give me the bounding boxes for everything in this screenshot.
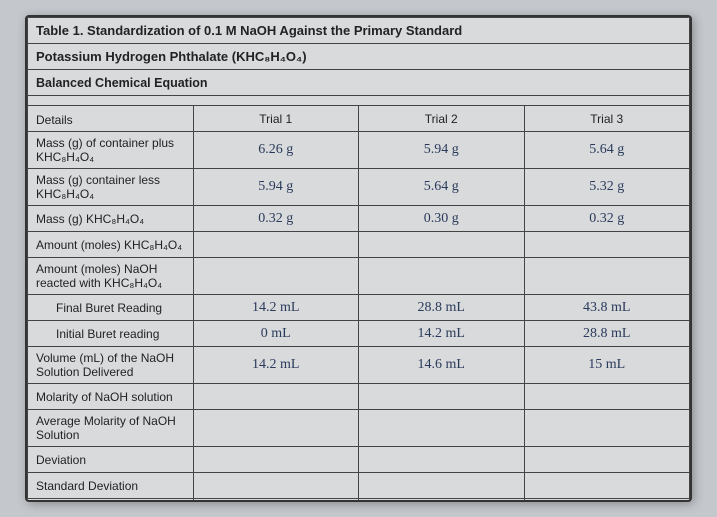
cell-value bbox=[193, 447, 359, 473]
cell-value: 28.8 mL bbox=[359, 295, 525, 321]
cell-value: 5.32 g bbox=[524, 169, 690, 206]
row-label: Molarity of NaOH solution bbox=[28, 384, 194, 410]
cell-value bbox=[524, 410, 690, 447]
cell-value bbox=[193, 258, 359, 295]
trial-3-header: Trial 3 bbox=[524, 106, 690, 132]
row-label: Mass (g) container less KHC₈H₄O₄ bbox=[28, 169, 194, 206]
row-label: Coefficient of Variation (%RSD) bbox=[28, 499, 194, 503]
table-row: Mass (g) of container plus KHC₈H₄O₄6.26 … bbox=[28, 132, 690, 169]
cell-value: 14.2 mL bbox=[193, 295, 359, 321]
table-row: Molarity of NaOH solution bbox=[28, 384, 690, 410]
cell-value: 5.94 g bbox=[359, 132, 525, 169]
details-label: Details bbox=[28, 106, 194, 132]
balanced-eq-label: Balanced Chemical Equation bbox=[28, 70, 690, 96]
cell-value bbox=[524, 384, 690, 410]
table-row: Initial Buret reading0 mL14.2 mL28.8 mL bbox=[28, 321, 690, 347]
title-row-1: Table 1. Standardization of 0.1 M NaOH A… bbox=[28, 18, 690, 44]
cell-value bbox=[359, 232, 525, 258]
trial-1-header: Trial 1 bbox=[193, 106, 359, 132]
balanced-eq-row: Balanced Chemical Equation bbox=[28, 70, 690, 96]
cell-value bbox=[193, 232, 359, 258]
table-row: Volume (mL) of the NaOH Solution Deliver… bbox=[28, 347, 690, 384]
cell-value bbox=[359, 447, 525, 473]
cell-value bbox=[359, 473, 525, 499]
cell-value bbox=[193, 410, 359, 447]
cell-value bbox=[359, 499, 525, 503]
table-title-1: Table 1. Standardization of 0.1 M NaOH A… bbox=[28, 18, 690, 44]
cell-value bbox=[524, 447, 690, 473]
row-label: Mass (g) KHC₈H₄O₄ bbox=[28, 206, 194, 232]
spacer-cell bbox=[28, 96, 690, 106]
cell-value: 5.94 g bbox=[193, 169, 359, 206]
data-table: Table 1. Standardization of 0.1 M NaOH A… bbox=[27, 17, 690, 502]
cell-value: 14.2 mL bbox=[359, 321, 525, 347]
cell-value: 0.32 g bbox=[193, 206, 359, 232]
cell-value bbox=[359, 384, 525, 410]
table-row: Standard Deviation bbox=[28, 473, 690, 499]
cell-value: 15 mL bbox=[524, 347, 690, 384]
row-label: Amount (moles) NaOH reacted with KHC₈H₄O… bbox=[28, 258, 194, 295]
table-row: Average Molarity of NaOH Solution bbox=[28, 410, 690, 447]
row-label: Final Buret Reading bbox=[28, 295, 194, 321]
cell-value: 5.64 g bbox=[359, 169, 525, 206]
cell-value bbox=[193, 473, 359, 499]
row-label: Average Molarity of NaOH Solution bbox=[28, 410, 194, 447]
title-row-2: Potassium Hydrogen Phthalate (KHC₈H₄O₄) bbox=[28, 44, 690, 70]
table-row: Coefficient of Variation (%RSD) bbox=[28, 499, 690, 503]
paper-container: Table 1. Standardization of 0.1 M NaOH A… bbox=[25, 15, 692, 502]
row-label: Mass (g) of container plus KHC₈H₄O₄ bbox=[28, 132, 194, 169]
cell-value: 14.2 mL bbox=[193, 347, 359, 384]
cell-value: 6.26 g bbox=[193, 132, 359, 169]
cell-value: 5.64 g bbox=[524, 132, 690, 169]
table-row: Amount (moles) NaOH reacted with KHC₈H₄O… bbox=[28, 258, 690, 295]
cell-value bbox=[524, 473, 690, 499]
cell-value bbox=[359, 258, 525, 295]
spacer-row bbox=[28, 96, 690, 106]
cell-value bbox=[359, 410, 525, 447]
table-row: Final Buret Reading14.2 mL28.8 mL43.8 mL bbox=[28, 295, 690, 321]
cell-value bbox=[193, 384, 359, 410]
cell-value bbox=[524, 232, 690, 258]
table-title-2: Potassium Hydrogen Phthalate (KHC₈H₄O₄) bbox=[28, 44, 690, 70]
cell-value bbox=[193, 499, 359, 503]
cell-value: 0.32 g bbox=[524, 206, 690, 232]
row-label: Amount (moles) KHC₈H₄O₄ bbox=[28, 232, 194, 258]
row-label: Standard Deviation bbox=[28, 473, 194, 499]
cell-value: 14.6 mL bbox=[359, 347, 525, 384]
cell-value bbox=[524, 258, 690, 295]
trial-2-header: Trial 2 bbox=[359, 106, 525, 132]
row-label: Volume (mL) of the NaOH Solution Deliver… bbox=[28, 347, 194, 384]
cell-value: 28.8 mL bbox=[524, 321, 690, 347]
cell-value bbox=[524, 499, 690, 503]
cell-value: 0.30 g bbox=[359, 206, 525, 232]
cell-value: 0 mL bbox=[193, 321, 359, 347]
table-row: Deviation bbox=[28, 447, 690, 473]
table-row: Mass (g) KHC₈H₄O₄0.32 g0.30 g0.32 g bbox=[28, 206, 690, 232]
row-label: Initial Buret reading bbox=[28, 321, 194, 347]
cell-value: 43.8 mL bbox=[524, 295, 690, 321]
row-label: Deviation bbox=[28, 447, 194, 473]
table-row: Amount (moles) KHC₈H₄O₄ bbox=[28, 232, 690, 258]
table-row: Mass (g) container less KHC₈H₄O₄5.94 g5.… bbox=[28, 169, 690, 206]
